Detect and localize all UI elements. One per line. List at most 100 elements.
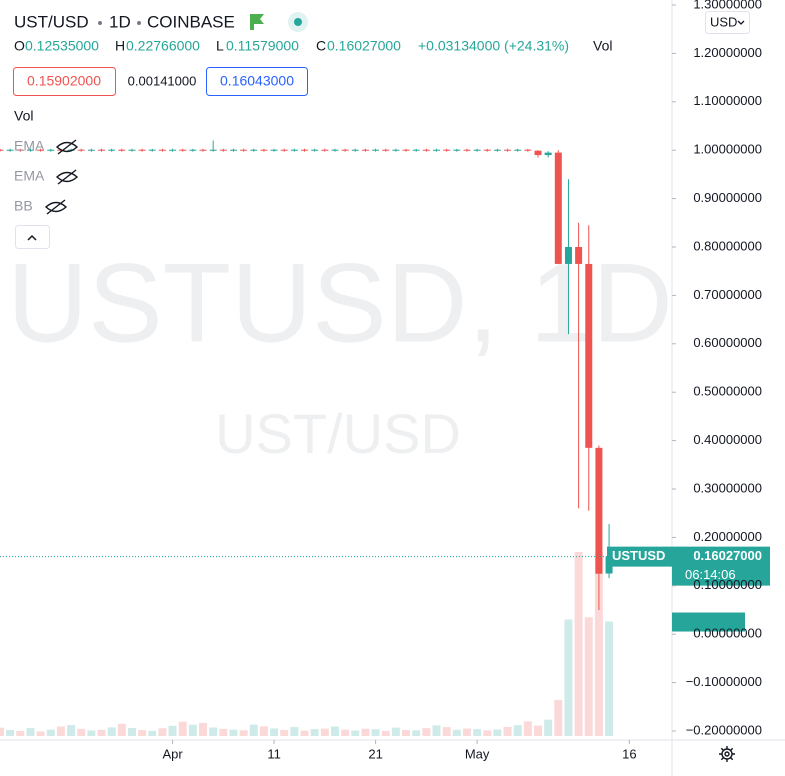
candle-body: [392, 149, 400, 151]
y-tick-label: 0.40000000: [693, 432, 762, 447]
candle-body: [493, 149, 501, 151]
candle-body: [47, 149, 55, 151]
volume-bar: [199, 722, 208, 736]
x-tick-label: 21: [368, 746, 382, 761]
volume-bar: [574, 552, 583, 736]
legend-value: 0.22766000: [126, 38, 200, 54]
settings-icon[interactable]: [719, 746, 735, 762]
y-tick-label: 0.70000000: [693, 287, 762, 302]
volume-bar: [483, 730, 492, 736]
legend-value: 0.11579000: [226, 38, 299, 54]
candle-body: [189, 149, 197, 151]
y-tick-label: 0.50000000: [693, 384, 762, 399]
candle-body: [514, 149, 522, 151]
volume-bar: [127, 727, 136, 736]
candle-body: [382, 149, 390, 151]
volume-bar: [584, 617, 593, 736]
legend-key: Vol: [593, 38, 612, 54]
candle-body: [432, 149, 440, 151]
volume-bar: [178, 721, 187, 736]
watermark-sub: UST/USD: [215, 402, 461, 465]
candle-body: [575, 247, 583, 264]
volume-bar: [462, 728, 471, 736]
volume-bar: [605, 621, 614, 736]
candle-body: [138, 149, 146, 151]
buy-button[interactable]: [206, 67, 308, 96]
y-tick-label: 1.10000000: [693, 93, 762, 108]
exchange: COINBASE: [147, 12, 235, 31]
volume-bar: [320, 728, 329, 736]
candle-body: [219, 149, 227, 151]
y-tick-label: 0.20000000: [693, 529, 762, 544]
candle-body: [361, 149, 369, 151]
volume-bar: [209, 727, 218, 736]
candle-body: [260, 149, 268, 151]
candle-body: [98, 149, 106, 151]
volume-bar: [138, 730, 147, 736]
currency-button[interactable]: [705, 11, 750, 34]
volume-bar: [412, 730, 421, 736]
volume-bar: [351, 730, 360, 736]
candle-body: [331, 149, 339, 151]
candle-body: [118, 149, 126, 151]
volume-bar: [493, 729, 502, 736]
volume-bar: [259, 726, 268, 736]
eye-off-icon[interactable]: [55, 139, 79, 155]
candle-body: [128, 149, 136, 151]
volume-bar: [16, 730, 25, 736]
legend-key: L: [216, 38, 224, 54]
legend-value: 0.16027000: [327, 38, 401, 54]
candle-body: [0, 149, 4, 151]
y-tick-label: 1.20000000: [693, 45, 762, 60]
volume-bar: [564, 619, 573, 736]
candle-body: [290, 149, 298, 151]
separator: [98, 21, 102, 25]
volume-bar: [148, 730, 157, 736]
legend-key: O: [14, 38, 25, 54]
eye-off-icon[interactable]: [44, 199, 68, 215]
candle-body: [504, 149, 512, 151]
candle-body: [422, 149, 430, 151]
candle-body: [26, 149, 34, 151]
dropdown-arrow: [737, 20, 745, 25]
volume-bar: [422, 728, 431, 736]
eye-off-icon[interactable]: [55, 169, 79, 185]
candle-body: [209, 149, 217, 151]
candle-body: [463, 149, 471, 151]
x-tick-label: Apr: [162, 746, 183, 761]
y-tick-label: 1.30000000: [693, 0, 762, 11]
volume-bar: [300, 730, 309, 736]
sell-price: 0.15902000: [27, 73, 101, 89]
volume-label-box: [672, 612, 745, 632]
volume-bar: [219, 728, 228, 736]
volume-bar: [36, 731, 45, 736]
volume-bar: [6, 729, 15, 736]
volume-bar: [56, 726, 65, 736]
volume-bar: [523, 721, 532, 736]
volume-bar: [361, 728, 370, 736]
volume-bar: [77, 728, 86, 736]
volume-bar: [442, 727, 451, 736]
sell-button[interactable]: [13, 67, 116, 96]
vol-key: Vol: [14, 108, 33, 124]
symbol-label: USTUSD: [612, 548, 665, 563]
candle-body: [564, 247, 572, 264]
volume-bar: [330, 726, 339, 736]
candle-body: [473, 149, 481, 151]
plot-area: [0, 140, 614, 736]
candle-body: [351, 149, 359, 151]
y-tick-label: −0.20000000: [686, 722, 762, 737]
candle-body: [37, 149, 45, 151]
candle-body: [321, 149, 329, 151]
candle-body: [301, 149, 309, 151]
flag-icon[interactable]: [250, 14, 264, 30]
candle-body: [6, 149, 14, 151]
volume-bar: [26, 728, 35, 736]
indicator: BB: [14, 198, 33, 214]
volume-bar: [371, 729, 380, 736]
price-label: 0.16027000: [693, 548, 762, 563]
volume-bar: [432, 725, 441, 736]
volume-bar: [107, 727, 116, 736]
chevron-up: [27, 234, 37, 241]
